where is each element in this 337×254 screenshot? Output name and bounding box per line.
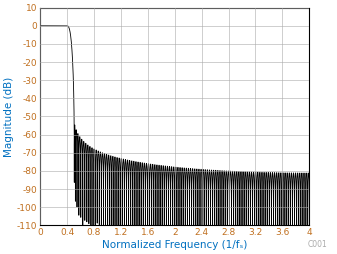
Text: C001: C001 xyxy=(307,240,327,249)
X-axis label: Normalized Frequency (1/fₛ): Normalized Frequency (1/fₛ) xyxy=(102,240,247,250)
Y-axis label: Magnitude (dB): Magnitude (dB) xyxy=(4,76,14,157)
